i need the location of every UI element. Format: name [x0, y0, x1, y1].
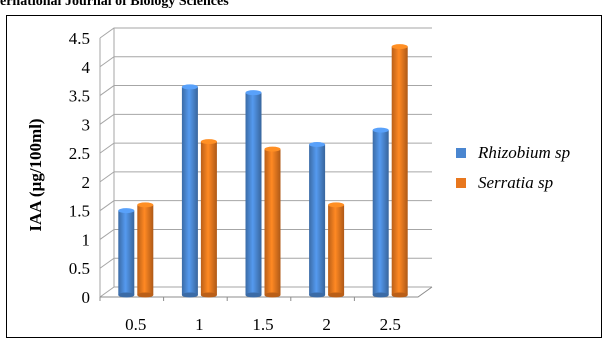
- bar-serratia: [137, 202, 154, 298]
- bar-rhizobium: [118, 208, 135, 298]
- bar-serratia: [200, 139, 217, 298]
- y-tick-label: 1: [82, 230, 91, 249]
- x-tick-label: 2: [322, 315, 331, 334]
- y-tick-label: 4: [82, 58, 91, 77]
- bar-rhizobium: [245, 90, 262, 298]
- legend-swatch-serratia: [456, 178, 466, 188]
- bar-rhizobium: [309, 141, 326, 298]
- gridline: [99, 56, 432, 68]
- x-tick-label: 2.5: [380, 315, 401, 334]
- y-tick-label: 3: [82, 115, 91, 134]
- gridline: [99, 85, 432, 96]
- legend-swatch-rhizobium: [456, 148, 466, 158]
- y-tick-label: 4.5: [69, 29, 90, 48]
- bar-serratia: [391, 44, 408, 298]
- x-tick-label: 1: [195, 315, 204, 334]
- bar-serratia: [264, 146, 281, 298]
- bar-rhizobium: [372, 127, 389, 298]
- legend: Rhizobium sp Serratia sp: [456, 143, 570, 192]
- legend-label-rhizobium: Rhizobium sp: [477, 143, 570, 162]
- legend-label-serratia: Serratia sp: [478, 173, 553, 192]
- y-axis-label: IAA (µg/100ml): [26, 118, 45, 231]
- x-tick-label: 0.5: [125, 315, 146, 334]
- bar-rhizobium: [181, 84, 198, 298]
- y-tick-label: 2.5: [69, 144, 90, 163]
- y-tick-label: 1.5: [69, 202, 90, 221]
- gridline: [99, 113, 432, 125]
- y-tick-label: 0.5: [69, 259, 90, 278]
- bar-serratia: [328, 202, 345, 298]
- y-tick-label: 2: [82, 173, 91, 192]
- journal-title: ernational Journal of Biology Sciences: [0, 0, 229, 9]
- y-tick-label: 3.5: [69, 87, 90, 106]
- x-tick-label: 1.5: [252, 315, 273, 334]
- tick-labels: 0 0.5 1 1.5 2 2.5 3 3.5 4 4.5 0.5 1 1.5 2 2.5: [69, 29, 401, 334]
- y-tick-label: 0: [82, 288, 91, 307]
- gridline: [99, 27, 432, 39]
- bars: [118, 44, 408, 298]
